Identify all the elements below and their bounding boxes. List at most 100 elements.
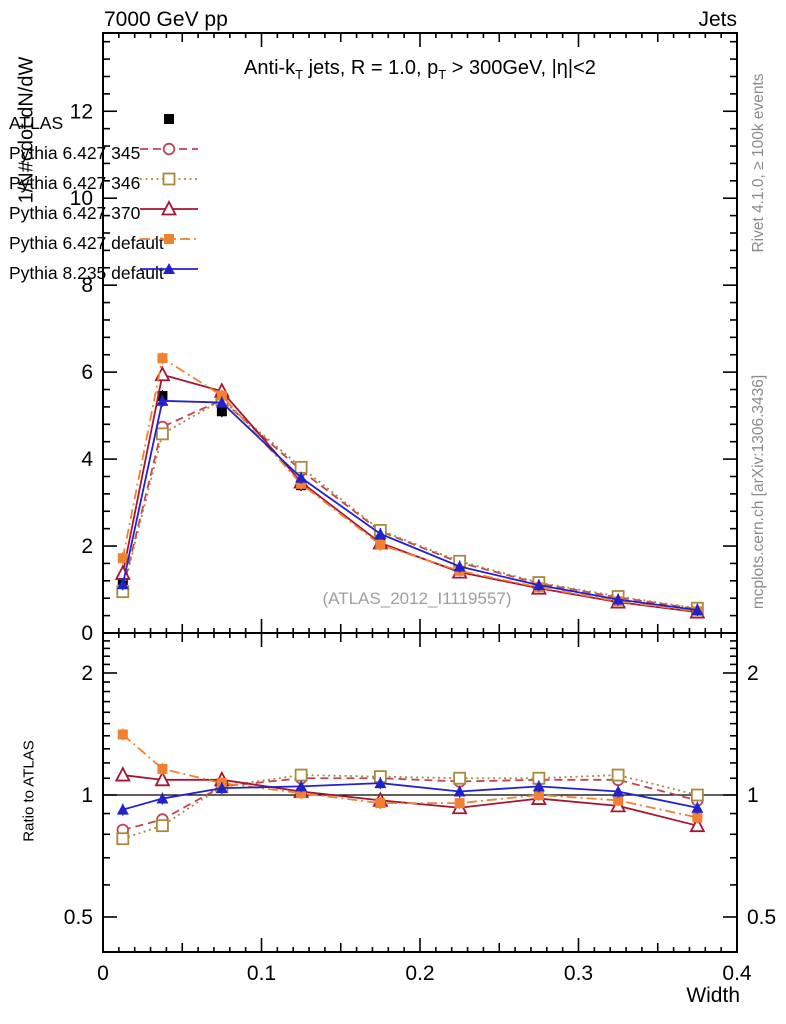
- main-y-tick-label: 6: [81, 361, 93, 384]
- marker: [116, 803, 129, 815]
- marker: [612, 785, 625, 797]
- ratio-y-tick-label: 1: [81, 784, 93, 807]
- marker: [453, 785, 466, 797]
- beam-label: 7000 GeV pp: [104, 8, 228, 31]
- rivet-version-note: Rivet 4.1.0, ≥ 100k events: [750, 73, 767, 253]
- marker: [162, 142, 176, 156]
- marker: [689, 816, 706, 833]
- square-open-icon: [140, 172, 198, 186]
- marker: [295, 471, 308, 483]
- marker: [156, 792, 169, 804]
- marker: [157, 353, 168, 364]
- series-py8-default: [116, 394, 704, 616]
- marker: [154, 770, 171, 787]
- marker: [613, 795, 624, 806]
- x-tick-label: 0.1: [247, 962, 276, 985]
- marker: [117, 553, 128, 564]
- main-y-tick-label: 8: [81, 274, 93, 297]
- marker: [374, 527, 387, 539]
- ratio-series-py8-default: [116, 777, 704, 816]
- marker: [374, 777, 387, 789]
- legend-entry-py6-346: Pythia 6.427 346: [0, 168, 198, 198]
- legend-marker: [163, 263, 175, 274]
- ratio-y-tick-label-right: 1: [747, 784, 759, 807]
- ratio-line: [122, 774, 698, 840]
- legend-label: ATLAS: [9, 112, 64, 133]
- marker: [375, 539, 386, 550]
- legend-label: Pythia 6.427 370: [9, 202, 141, 223]
- main-y-tick-label: 2: [81, 535, 93, 558]
- legend-label: Pythia 8.235 default: [9, 262, 164, 283]
- x-axis-label: Width: [686, 984, 740, 1007]
- ratio-y-tick-label-right: 0.5: [747, 906, 776, 929]
- legend-label: Pythia 6.427 346: [9, 172, 141, 193]
- main-y-tick-label: 4: [81, 448, 93, 471]
- main-y-tick-label: 0: [81, 622, 93, 645]
- series-py6-345: [116, 393, 704, 616]
- series-atlas: [117, 390, 703, 615]
- legend-entry-py6-345: Pythia 6.427 345: [0, 138, 198, 168]
- legend-marker: [161, 200, 177, 216]
- square-filled-icon: [164, 114, 174, 124]
- x-tick-label: 0.3: [564, 962, 593, 985]
- main-y-tick-label: 12: [70, 100, 93, 123]
- main-y-axis-label: 1/N#cdot dN/dW: [15, 56, 38, 204]
- marker: [116, 832, 130, 846]
- marker: [612, 593, 625, 605]
- marker: [532, 579, 545, 591]
- series-py6-346: [116, 393, 704, 615]
- marker: [294, 768, 308, 782]
- x-tick-label: 0: [97, 962, 109, 985]
- marker: [453, 560, 466, 572]
- marker: [156, 394, 169, 406]
- marker: [296, 478, 307, 489]
- marker: [375, 798, 386, 809]
- square-filled-icon: [140, 234, 198, 244]
- circle-open-icon: [140, 142, 198, 156]
- series-line: [121, 399, 698, 611]
- legend-marker: [164, 234, 174, 244]
- series-line: [121, 373, 698, 614]
- marker: [156, 819, 169, 833]
- series-line: [121, 398, 698, 610]
- series-line: [121, 398, 698, 610]
- triangle-filled-icon: [140, 263, 198, 274]
- legend-entry-py8-default: Pythia 8.235 default: [0, 258, 198, 288]
- marker: [294, 460, 308, 474]
- legend-marker: [164, 114, 174, 124]
- marker: [117, 729, 128, 740]
- marker: [162, 172, 176, 186]
- marker: [216, 390, 227, 401]
- legend-label: Pythia 6.427 default: [9, 232, 164, 253]
- marker: [116, 578, 129, 590]
- marker: [156, 427, 169, 441]
- marker: [215, 782, 228, 794]
- marker: [611, 768, 625, 782]
- marker: [532, 780, 545, 792]
- legend-marker: [162, 142, 176, 156]
- series-py6-370: [114, 365, 706, 619]
- marker: [453, 771, 467, 785]
- marker: [690, 788, 704, 802]
- analysis-watermark: (ATLAS_2012_I1119557): [322, 589, 512, 608]
- series-line: [121, 356, 698, 613]
- legend-entry-atlas: ATLAS: [0, 108, 174, 138]
- marker: [692, 812, 703, 823]
- marker: [164, 234, 174, 244]
- marker: [161, 200, 177, 216]
- main-y-tick-label: 10: [70, 187, 93, 210]
- ratio-y-tick-label-right: 2: [747, 662, 759, 685]
- legend-marker: [162, 172, 176, 186]
- mcplots-citation-note: mcplots.cern.ch [arXiv:1306.3436]: [750, 374, 767, 610]
- marker: [164, 114, 174, 124]
- ratio-y-tick-label: 2: [81, 662, 93, 685]
- marker: [295, 780, 308, 792]
- ratio-y-tick-label: 0.5: [64, 906, 93, 929]
- ratio-y-axis-label: Ratio to ATLAS: [20, 740, 38, 842]
- legend-entry-py6-default: Pythia 6.427 default: [0, 228, 198, 258]
- series-py6-default: [117, 352, 703, 618]
- legend-label: Pythia 6.427 345: [9, 142, 141, 163]
